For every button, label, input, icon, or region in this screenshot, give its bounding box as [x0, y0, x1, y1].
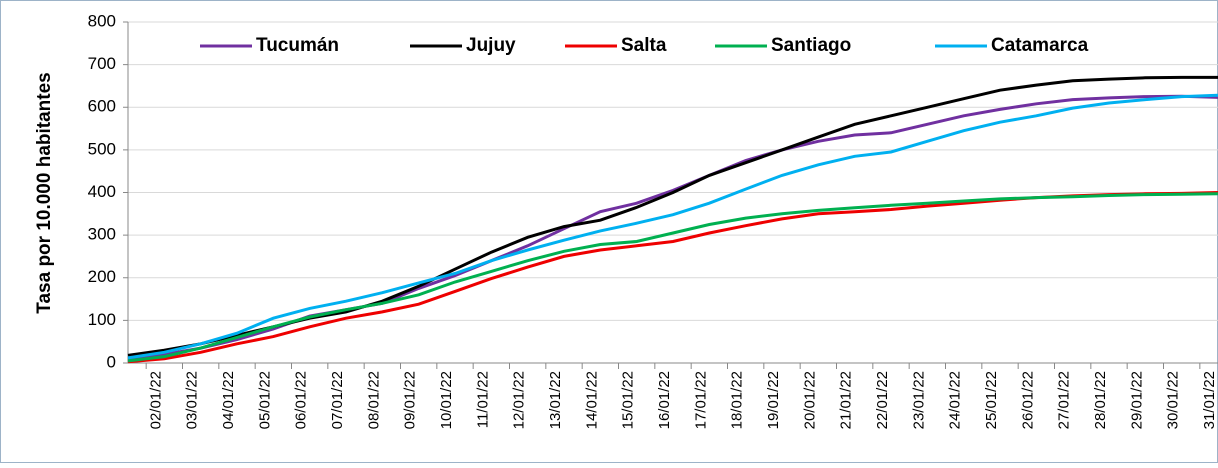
x-tick-label: 10/01/22 — [438, 371, 455, 429]
legend-label: Santiago — [771, 35, 851, 56]
y-tick-label: 0 — [107, 352, 116, 371]
y-tick-label: 300 — [88, 225, 116, 244]
legend-label: Catamarca — [991, 35, 1089, 56]
x-tick-label: 29/01/22 — [1128, 371, 1145, 429]
x-tick-label: 15/01/22 — [620, 371, 637, 429]
x-tick-label: 14/01/22 — [583, 371, 600, 429]
y-tick-label: 700 — [88, 54, 116, 73]
x-tick-label: 13/01/22 — [547, 371, 564, 429]
x-tick-label: 09/01/22 — [402, 371, 419, 429]
y-tick-label: 600 — [88, 97, 116, 116]
y-tick-label: 100 — [88, 310, 116, 329]
x-tick-label: 31/01/22 — [1201, 371, 1218, 429]
y-tick-label: 800 — [88, 11, 116, 30]
legend-label: Tucumán — [256, 35, 339, 56]
x-tick-label: 07/01/22 — [329, 371, 346, 429]
x-tick-label: 05/01/22 — [256, 371, 273, 429]
x-tick-label: 23/01/22 — [910, 371, 927, 429]
x-tick-label: 22/01/22 — [874, 371, 891, 429]
x-tick-label: 08/01/22 — [365, 371, 382, 429]
x-tick-label: 12/01/22 — [511, 371, 528, 429]
x-tick-label: 17/01/22 — [692, 371, 709, 429]
x-tick-label: 06/01/22 — [293, 371, 310, 429]
x-tick-label: 16/01/22 — [656, 371, 673, 429]
x-tick-label: 25/01/22 — [983, 371, 1000, 429]
x-tick-label: 18/01/22 — [729, 371, 746, 429]
x-tick-label: 20/01/22 — [801, 371, 818, 429]
x-tick-label: 21/01/22 — [838, 371, 855, 429]
legend-label: Salta — [621, 35, 667, 56]
y-axis-title: Tasa por 10.000 habitantes — [34, 72, 55, 313]
x-tick-label: 19/01/22 — [765, 371, 782, 429]
x-tick-label: 27/01/22 — [1056, 371, 1073, 429]
x-tick-label: 24/01/22 — [947, 371, 964, 429]
series-line — [127, 93, 1218, 360]
y-tick-label: 400 — [88, 182, 116, 201]
y-tick-label: 200 — [88, 267, 116, 286]
x-tick-label: 03/01/22 — [184, 371, 201, 429]
x-tick-label: 04/01/22 — [220, 371, 237, 429]
x-tick-label: 28/01/22 — [1092, 371, 1109, 429]
legend-label: Jujuy — [466, 35, 516, 56]
x-tick-label: 26/01/22 — [1019, 371, 1036, 429]
x-tick-label: 11/01/22 — [474, 371, 491, 428]
x-tick-label: 02/01/22 — [147, 371, 164, 429]
x-tick-label: 30/01/22 — [1165, 371, 1182, 429]
series-line — [127, 192, 1218, 363]
y-tick-label: 500 — [88, 139, 116, 158]
